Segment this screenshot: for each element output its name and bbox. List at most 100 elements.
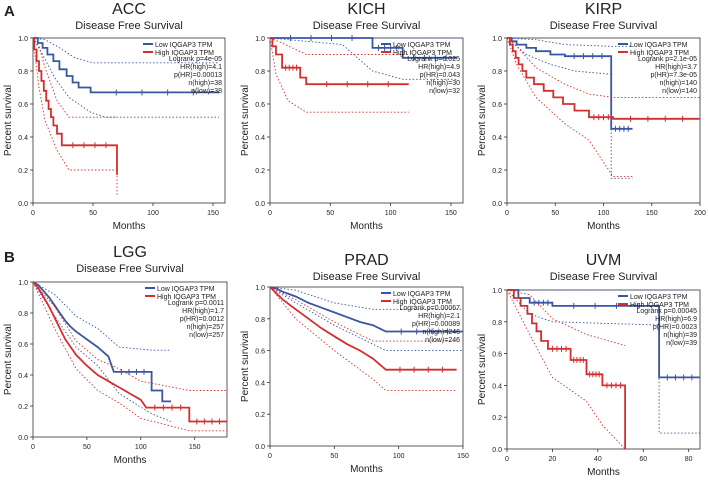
- chart-subtitle: Disease Free Survival: [550, 20, 658, 32]
- stat-line: HR(high)=4.9: [418, 64, 460, 71]
- y-tick-label: 0.2: [492, 168, 502, 175]
- x-tick-label: 150: [457, 453, 469, 460]
- y-axis-label: Percent survival: [477, 334, 488, 405]
- y-tick-label: 0.0: [18, 435, 28, 442]
- x-tick-label: 0: [505, 210, 509, 217]
- stat-line: n(high)=257: [186, 324, 224, 331]
- y-tick-label: 0.6: [255, 102, 265, 109]
- ci-lower-high: [506, 289, 626, 450]
- stat-line: Logrank p=0.00067: [399, 305, 460, 312]
- y-tick-label: 0.2: [492, 415, 502, 422]
- x-tick-label: 50: [551, 210, 559, 217]
- x-axis-label: Months: [113, 221, 146, 232]
- panel-label-b: B: [4, 249, 15, 266]
- y-tick-label: 0.4: [492, 135, 502, 142]
- y-tick-label: 0.6: [492, 102, 502, 109]
- legend-entry: Low IQGAP3 TPM: [393, 291, 451, 298]
- chart-title: PRAD: [344, 252, 388, 269]
- x-tick-label: 150: [189, 444, 201, 451]
- stat-line: HR(high)=2.1: [418, 313, 460, 320]
- ci-upper-high: [269, 37, 409, 55]
- stat-line: p(HR)=7.3e-05: [651, 72, 698, 79]
- chart-title: KIRP: [585, 1, 622, 18]
- x-tick-label: 0: [505, 456, 509, 463]
- x-axis-label: Months: [587, 467, 620, 478]
- x-tick-label: 0: [268, 453, 272, 460]
- y-tick-label: 0.0: [492, 201, 502, 208]
- stat-line: HR(high)=1.7: [182, 308, 224, 315]
- km-plot-kich: KICH Disease Free Survival 0.0 0.2 0.4 0.6 0.8…: [240, 1, 464, 232]
- legend-entry: Low IQGAP3 TPM: [393, 42, 451, 49]
- x-tick-label: 0: [268, 210, 272, 217]
- survival-curve-high: [33, 37, 118, 175]
- stat-line: p(HR)=0.043: [420, 72, 460, 79]
- survival-curve-low: [507, 289, 700, 379]
- ci-upper-high: [32, 281, 227, 391]
- stat-line: p(HR)=0.00089: [412, 321, 460, 328]
- y-axis-label: Percent survival: [240, 85, 251, 156]
- y-tick-label: 0.0: [255, 201, 265, 208]
- legend-entry: High IQGAP3 TPM: [630, 302, 689, 309]
- stat-line: n(low)=246: [425, 337, 460, 344]
- ci-lower-high: [32, 37, 118, 195]
- stat-line: p(HR)=0.00013: [174, 72, 222, 79]
- x-tick-label: 80: [685, 456, 693, 463]
- y-tick-label: 0.6: [18, 342, 28, 349]
- x-tick-label: 50: [326, 210, 334, 217]
- y-tick-label: 0.0: [255, 444, 265, 451]
- x-axis-label: Months: [350, 221, 383, 232]
- x-tick-label: 0: [31, 210, 35, 217]
- ci-lower-high: [32, 281, 227, 432]
- x-tick-label: 40: [594, 456, 602, 463]
- y-tick-label: 0.6: [18, 102, 28, 109]
- chart-subtitle: Disease Free Survival: [76, 263, 184, 275]
- ci-upper-high: [506, 37, 700, 98]
- stat-line: Logrank p=0.0011: [168, 300, 224, 307]
- stat-line: p(HR)=0.0023: [653, 324, 697, 331]
- y-tick-label: 0.2: [18, 404, 28, 411]
- stat-line: n(low)=38: [191, 88, 222, 95]
- y-tick-label: 1.0: [492, 288, 502, 295]
- x-tick-label: 100: [135, 444, 147, 451]
- stat-line: n(low)=32: [429, 88, 460, 95]
- y-tick-label: 0.2: [255, 412, 265, 419]
- chart-title: LGG: [113, 244, 147, 261]
- y-tick-label: 0.0: [492, 447, 502, 454]
- plot-frame: [32, 37, 226, 204]
- stat-line: n(low)=39: [666, 340, 697, 347]
- km-plot-acc: ACC Disease Free Survival 0.0 0.2 0.4 0.6 0.8 1…: [3, 1, 226, 232]
- stat-line: HR(high)=6.9: [655, 316, 697, 323]
- survival-curve-low: [33, 37, 219, 94]
- chart-title: KICH: [347, 1, 385, 18]
- y-tick-label: 0.8: [492, 69, 502, 76]
- stat-line: n(low)=257: [189, 332, 224, 339]
- plot-frame: [506, 289, 701, 450]
- y-tick-label: 0.4: [18, 135, 28, 142]
- x-tick-label: 60: [639, 456, 647, 463]
- legend-entry: Low IQGAP3 TPM: [630, 42, 688, 49]
- y-tick-label: 1.0: [255, 36, 265, 43]
- chart-subtitle: Disease Free Survival: [313, 271, 421, 283]
- y-tick-label: 0.4: [18, 373, 28, 380]
- stat-line: n(low)=140: [662, 88, 697, 95]
- legend-entry: Low IQGAP3 TPM: [155, 42, 213, 49]
- y-axis-label: Percent survival: [240, 331, 251, 402]
- chart-title: ACC: [112, 1, 146, 18]
- x-tick-label: 100: [385, 210, 397, 217]
- survival-curve-high: [507, 289, 626, 449]
- survival-curve-low: [270, 37, 457, 59]
- ci-lower-high: [269, 37, 409, 113]
- ci-upper-low: [269, 286, 463, 310]
- stat-line: n(high)=38: [188, 80, 222, 87]
- legend-entry: Low IQGAP3 TPM: [157, 286, 215, 293]
- y-tick-label: 0.8: [492, 320, 502, 327]
- x-tick-label: 50: [83, 444, 91, 451]
- x-tick-label: 100: [393, 453, 405, 460]
- stat-line: HR(high)=4.1: [180, 64, 222, 71]
- x-tick-label: 150: [445, 210, 457, 217]
- stat-line: Logrank p=0.00045: [636, 308, 697, 315]
- y-tick-label: 0.2: [255, 168, 265, 175]
- x-tick-label: 150: [646, 210, 658, 217]
- y-tick-label: 0.8: [255, 69, 265, 76]
- x-tick-label: 50: [89, 210, 97, 217]
